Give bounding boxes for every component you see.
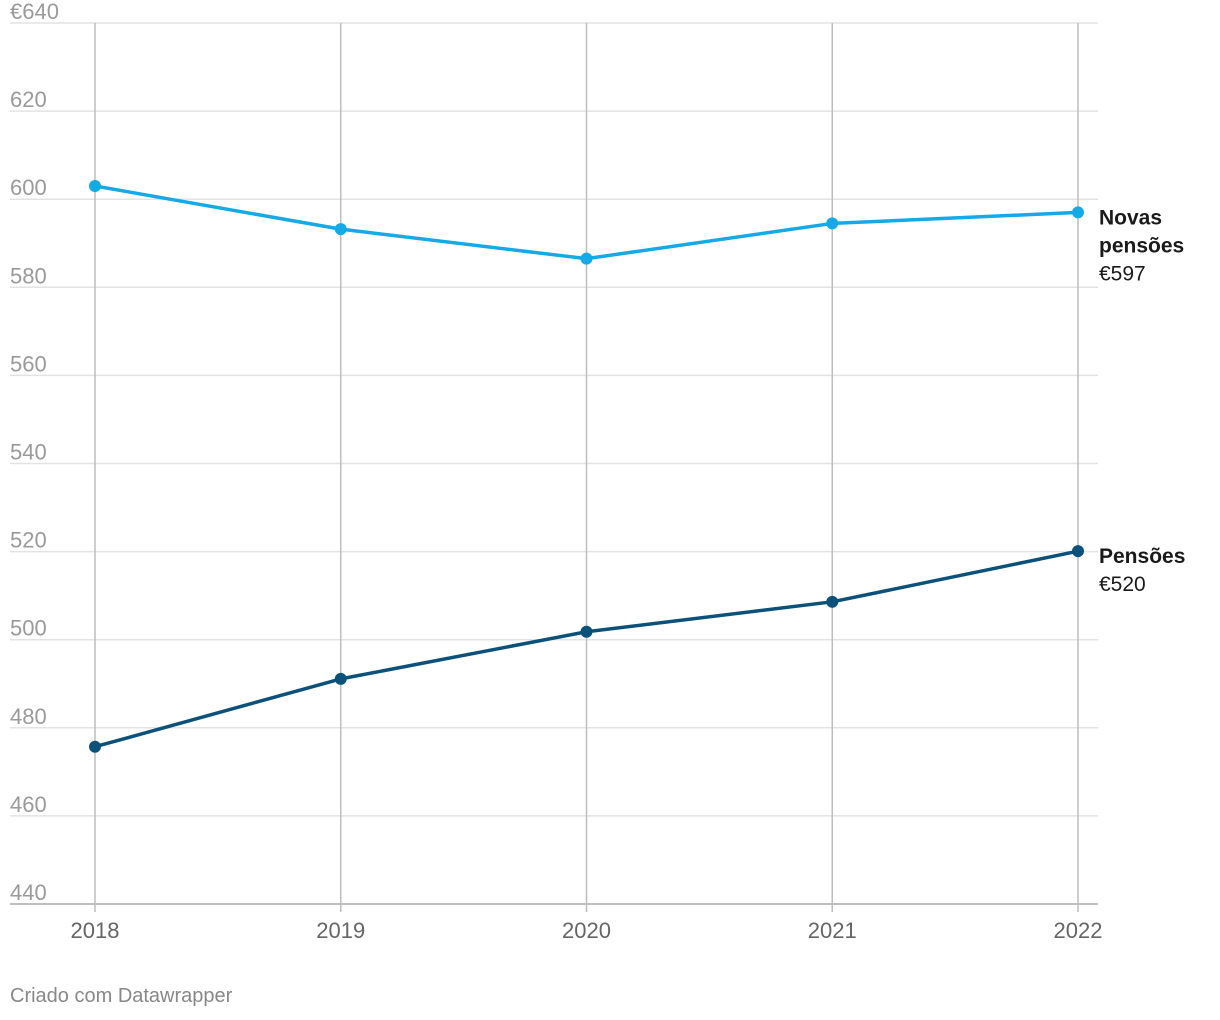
y-tick-label: 560 — [10, 351, 47, 376]
data-point — [580, 252, 593, 265]
data-point — [89, 179, 101, 192]
y-tick-label: 520 — [10, 528, 47, 553]
y-tick-label: 620 — [10, 87, 47, 112]
x-axis-ticks: 2018 2019 2020 2021 2022 — [71, 918, 1103, 943]
y-tick-label: 600 — [10, 175, 47, 200]
y-tick-label: 460 — [10, 792, 47, 817]
series-labels: Novas pensões €597 Pensões €520 — [1099, 206, 1185, 596]
data-point — [826, 595, 839, 608]
series-lines — [89, 179, 1084, 753]
data-point — [89, 740, 101, 753]
x-gridlines — [94, 23, 1079, 912]
y-tick-label: 580 — [10, 263, 47, 288]
data-point — [580, 625, 593, 638]
y-axis-ticks: 440 460 480 500 520 540 560 580 600 620 €640 — [10, 0, 59, 905]
data-point — [1072, 545, 1084, 558]
x-tick-label: 2021 — [808, 918, 857, 943]
series-name-label: pensões — [1099, 234, 1184, 257]
y-tick-label: €640 — [10, 0, 59, 24]
credit-text: Criado com Datawrapper — [10, 985, 233, 1007]
y-tick-label: 500 — [10, 616, 47, 641]
y-tick-label: 540 — [10, 440, 47, 465]
y-tick-label: 480 — [10, 704, 47, 729]
y-gridlines — [10, 22, 1098, 905]
x-tick-label: 2019 — [316, 918, 365, 943]
x-tick-label: 2020 — [562, 918, 611, 943]
x-tick-label: 2022 — [1054, 918, 1103, 943]
series-value-label: €597 — [1099, 262, 1146, 285]
series-name-label: Novas — [1099, 206, 1162, 229]
data-point — [334, 672, 347, 685]
series-name-label: Pensões — [1099, 545, 1185, 568]
data-point — [826, 217, 839, 230]
y-tick-label: 440 — [10, 880, 47, 905]
x-tick-label: 2018 — [71, 918, 120, 943]
series-value-label: €520 — [1099, 573, 1146, 596]
data-point — [334, 223, 347, 236]
data-point — [1072, 206, 1084, 219]
